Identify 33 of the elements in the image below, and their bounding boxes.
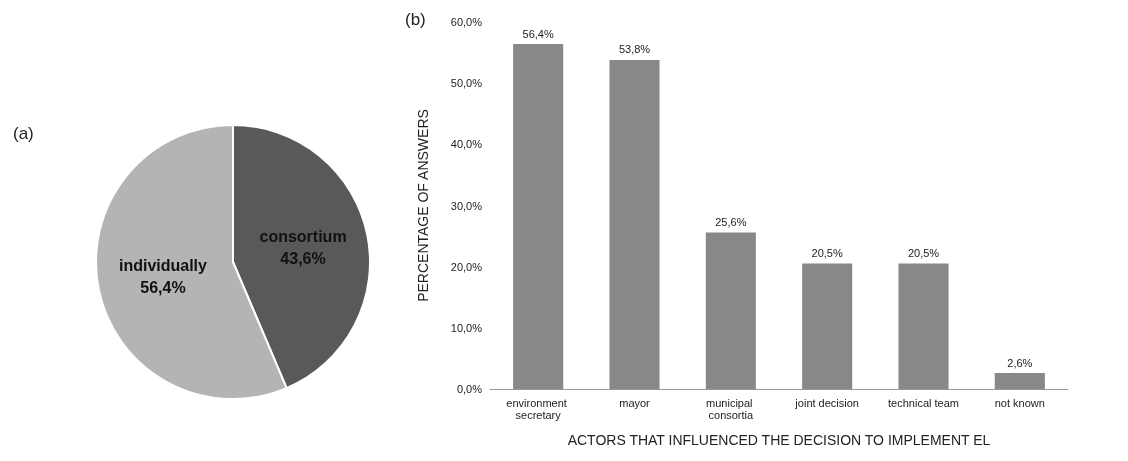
y-tick-label: 0,0%	[456, 383, 483, 395]
data-label: 53,8%	[618, 43, 651, 56]
bar	[802, 263, 853, 389]
data-label: 20,5%	[811, 247, 843, 260]
chart-title: (a)	[13, 124, 34, 143]
data-label: 20,5%	[907, 247, 940, 260]
bar	[513, 44, 564, 389]
y-tick-label: 60,0%	[450, 16, 483, 28]
data-label: 56,4%	[522, 27, 554, 40]
chart-title: (b)	[405, 10, 426, 29]
x-tick-label: not known	[994, 397, 1045, 409]
bar	[609, 59, 660, 389]
y-tick-label: 30,0%	[450, 199, 483, 212]
x-tick-label: mayor	[619, 397, 651, 409]
data-label: 43,6%	[280, 250, 326, 268]
y-tick-label: 10,0%	[450, 321, 483, 334]
y-tick-label: 40,0%	[450, 138, 483, 151]
y-tick-label: 50,0%	[450, 77, 483, 90]
slice-label: individually	[118, 256, 208, 274]
x-tick-label: municipal consortia	[706, 397, 756, 421]
bar	[898, 263, 949, 389]
x-tick-label: joint decision	[794, 397, 859, 409]
bar	[994, 373, 1045, 389]
y-tick-label: 20,0%	[450, 260, 483, 273]
x-axis-title: ACTORS THAT INFLUENCED THE DECISION TO IMPLEMENT EL	[567, 432, 991, 448]
data-label: 2,6%	[1007, 356, 1033, 369]
x-tick-label: technical team	[888, 397, 959, 409]
data-label: 25,6%	[715, 215, 747, 228]
bar	[705, 232, 756, 389]
y-axis-title: PERCENTAGE OF ANSWERS	[415, 109, 431, 302]
x-tick-label: environment secretary	[506, 397, 570, 421]
slice-label: consortium	[259, 228, 347, 246]
data-label: 56,4%	[140, 278, 186, 296]
